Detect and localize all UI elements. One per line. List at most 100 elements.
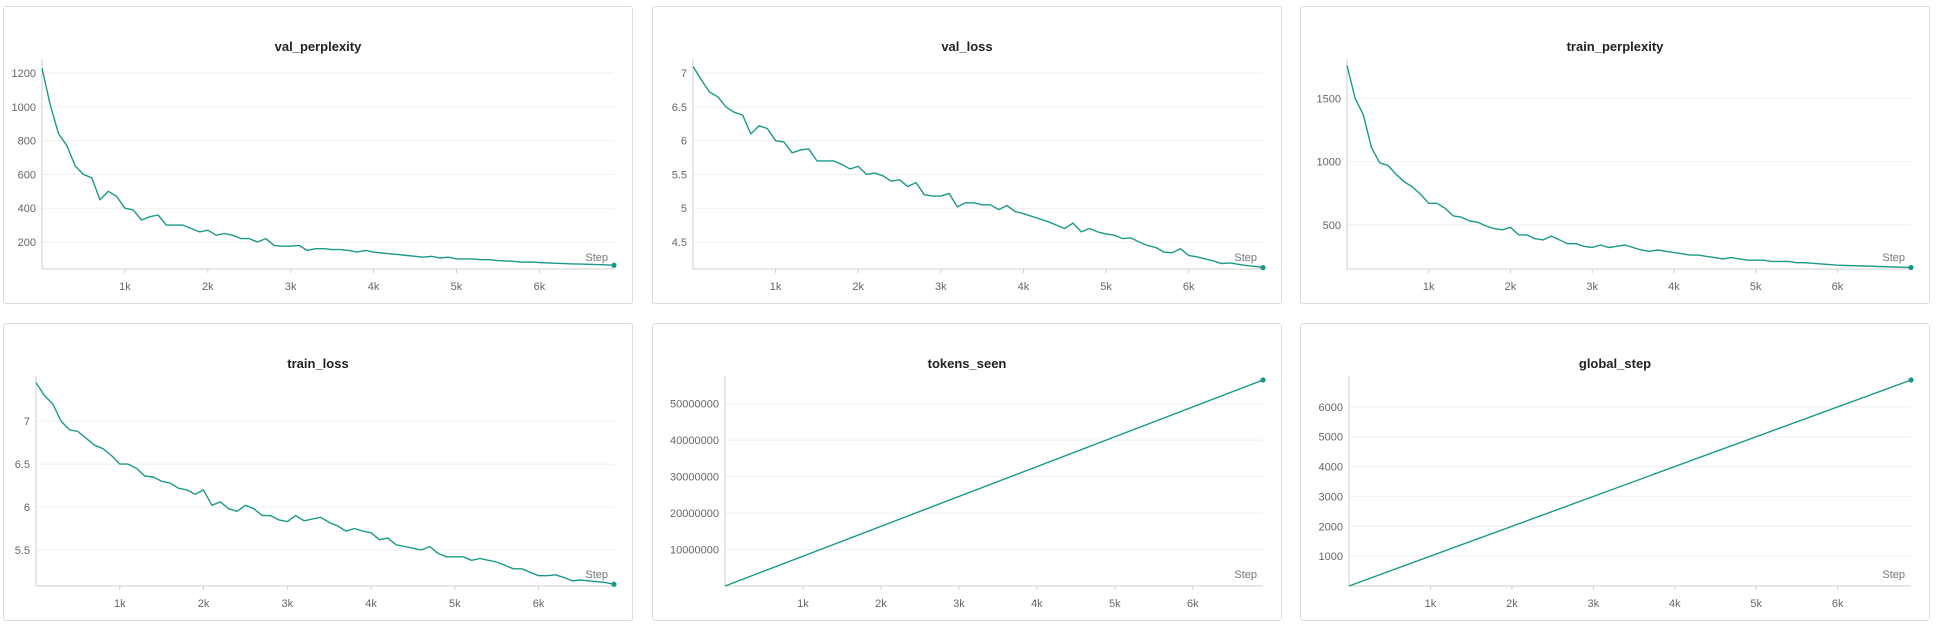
x-axis-label: Step [1882, 569, 1905, 581]
x-axis-label: Step [585, 569, 608, 581]
y-tick-label: 5.5 [672, 169, 687, 181]
x-tick-label: 1k [1423, 281, 1435, 293]
x-tick-label: 4k [1031, 598, 1043, 610]
chart-panel-val-loss[interactable]: val_loss 4.5 5 5.5 6 6.5 7 1k 2k 3k 4k 5k 6k Step [652, 6, 1282, 304]
x-tick-label: 4k [368, 281, 380, 293]
x-tick-label: 2k [875, 598, 887, 610]
x-tick-label: 2k [852, 281, 864, 293]
chart-panel-tokens-seen[interactable]: tokens_seen 10000000 20000000 30000000 40000… [652, 323, 1282, 621]
chart-svg: 5.5 6 6.5 7 1k 2k 3k 4k 5k 6k Step [15, 376, 617, 610]
last-point-marker[interactable] [611, 581, 617, 587]
x-tick-label: 6k [1832, 598, 1844, 610]
x-tick-label: 1k [770, 281, 782, 293]
x-axis-label: Step [585, 252, 608, 264]
chart-svg: 200 400 600 800 1000 1200 1k 2k 3k 4k 5k 6k Step [12, 59, 617, 293]
y-tick-label: 7 [681, 68, 687, 80]
x-axis-label: Step [1882, 252, 1905, 264]
y-tick-label: 40000000 [670, 435, 719, 447]
chart-title: val_perplexity [274, 39, 362, 54]
x-tick-label: 1k [119, 281, 131, 293]
y-tick-label: 500 [1323, 220, 1341, 232]
x-tick-label: 4k [1668, 281, 1680, 293]
chart-panel-val-perplexity[interactable]: val_perplexity 200 400 600 800 1000 1200 1k 2k 3k… [3, 6, 633, 304]
series-line[interactable] [1346, 65, 1912, 269]
x-tick-label: 4k [1018, 281, 1030, 293]
x-tick-label: 3k [935, 281, 947, 293]
y-tick-label: 2000 [1319, 521, 1343, 533]
x-tick-label: 3k [1586, 281, 1598, 293]
x-tick-label: 3k [285, 281, 297, 293]
y-tick-label: 6.5 [15, 459, 30, 471]
chart-panel-train-perplexity[interactable]: train_perplexity 500 1000 1500 1k 2k 3k 4k 5k 6k S… [1300, 6, 1930, 304]
chart-panel-global-step[interactable]: global_step 1000 2000 3000 4000 5000 6000 1k 2k 3… [1300, 323, 1930, 621]
y-tick-label: 6.5 [672, 102, 687, 114]
y-tick-label: 50000000 [670, 399, 719, 411]
series-line[interactable] [724, 379, 1264, 587]
chart-svg: 1000 2000 3000 4000 5000 6000 1k 2k 3k 4k 5k 6k Step [1319, 376, 1914, 610]
x-tick-label: 5k [451, 281, 463, 293]
y-tick-label: 4.5 [672, 237, 687, 249]
y-tick-label: 20000000 [670, 508, 719, 520]
y-tick-label: 10000000 [670, 545, 719, 557]
chart-svg: 10000000 20000000 30000000 40000000 50000000… [670, 376, 1266, 610]
x-tick-label: 2k [1505, 281, 1517, 293]
last-point-marker[interactable] [611, 262, 617, 268]
chart-panel-train-loss[interactable]: train_loss 5.5 6 6.5 7 1k 2k 3k 4k 5k 6k Step [3, 323, 633, 621]
y-tick-label: 4000 [1319, 462, 1343, 474]
chart-title: tokens_seen [927, 356, 1007, 371]
series-line[interactable] [692, 66, 1264, 269]
y-tick-label: 800 [18, 136, 36, 148]
chart-title: train_perplexity [1566, 39, 1664, 54]
x-tick-label: 2k [202, 281, 214, 293]
y-tick-label: 3000 [1319, 491, 1343, 503]
x-axis-label: Step [1234, 252, 1257, 264]
x-tick-label: 6k [533, 598, 545, 610]
x-tick-label: 1k [797, 598, 809, 610]
chart-title: val_loss [941, 39, 993, 54]
last-point-marker[interactable] [1908, 264, 1914, 271]
x-tick-label: 6k [1183, 281, 1195, 293]
y-tick-label: 1000 [1317, 157, 1341, 169]
y-tick-label: 1000 [1319, 551, 1343, 563]
x-tick-label: 3k [953, 598, 965, 610]
y-tick-label: 1500 [1317, 93, 1341, 105]
y-tick-label: 600 [18, 169, 36, 181]
y-tick-label: 30000000 [670, 472, 719, 484]
last-point-marker[interactable] [1260, 377, 1266, 383]
y-tick-label: 5000 [1319, 432, 1343, 444]
y-tick-label: 6000 [1319, 402, 1343, 414]
x-tick-label: 5k [1100, 281, 1112, 293]
chart-title: train_loss [287, 356, 349, 371]
chart-svg: 4.5 5 5.5 6 6.5 7 1k 2k 3k 4k 5k 6k Step [672, 59, 1266, 293]
x-tick-label: 2k [1506, 598, 1518, 610]
x-tick-label: 2k [198, 598, 210, 610]
x-axis-label: Step [1234, 569, 1257, 581]
y-tick-label: 6 [24, 502, 30, 514]
x-tick-label: 6k [1832, 281, 1844, 293]
chart-title: global_step [1578, 356, 1652, 371]
x-tick-label: 4k [1669, 598, 1681, 610]
x-tick-label: 5k [449, 598, 461, 610]
chart-svg: 500 1000 1500 1k 2k 3k 4k 5k 6k Step [1317, 59, 1914, 293]
last-point-marker[interactable] [1260, 265, 1266, 271]
y-tick-label: 400 [18, 203, 36, 215]
series-line[interactable] [35, 382, 615, 585]
series-line[interactable] [1348, 379, 1912, 587]
y-tick-label: 200 [18, 237, 36, 249]
y-tick-label: 7 [24, 416, 30, 428]
y-tick-label: 1000 [12, 102, 36, 114]
y-tick-label: 5 [681, 203, 687, 215]
x-tick-label: 5k [1750, 598, 1762, 610]
y-tick-label: 5.5 [15, 545, 30, 557]
x-tick-label: 4k [365, 598, 377, 610]
x-tick-label: 1k [1425, 598, 1437, 610]
x-tick-label: 6k [534, 281, 546, 293]
x-tick-label: 1k [114, 598, 126, 610]
x-tick-label: 6k [1187, 598, 1199, 610]
x-tick-label: 3k [1588, 598, 1600, 610]
last-point-marker[interactable] [1908, 377, 1914, 383]
series-line[interactable] [41, 67, 615, 266]
x-tick-label: 5k [1750, 281, 1762, 293]
x-tick-label: 3k [281, 598, 293, 610]
y-tick-label: 6 [681, 136, 687, 148]
